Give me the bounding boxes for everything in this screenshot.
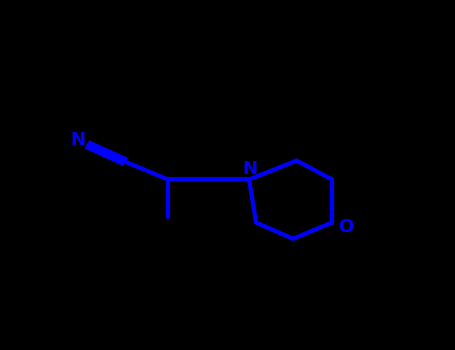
Text: N: N: [71, 131, 86, 149]
Text: N: N: [243, 160, 258, 178]
Text: O: O: [339, 218, 354, 236]
